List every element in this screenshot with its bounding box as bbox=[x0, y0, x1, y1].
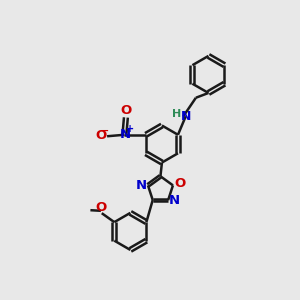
Text: N: N bbox=[181, 110, 191, 123]
Text: O: O bbox=[95, 201, 106, 214]
Text: −: − bbox=[99, 126, 109, 136]
Text: O: O bbox=[120, 104, 131, 117]
Text: O: O bbox=[95, 129, 106, 142]
Text: +: + bbox=[126, 124, 134, 134]
Text: O: O bbox=[174, 177, 185, 190]
Text: N: N bbox=[119, 128, 130, 141]
Text: H: H bbox=[172, 109, 181, 119]
Text: N: N bbox=[169, 194, 180, 207]
Text: N: N bbox=[136, 179, 147, 192]
